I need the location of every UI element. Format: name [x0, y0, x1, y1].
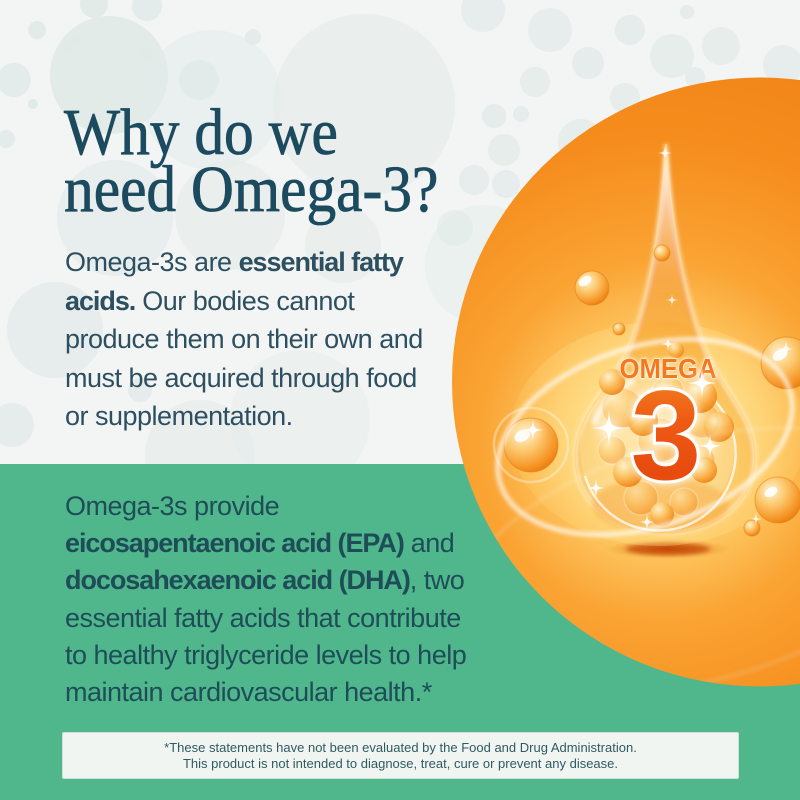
- svg-text:3: 3: [631, 364, 702, 506]
